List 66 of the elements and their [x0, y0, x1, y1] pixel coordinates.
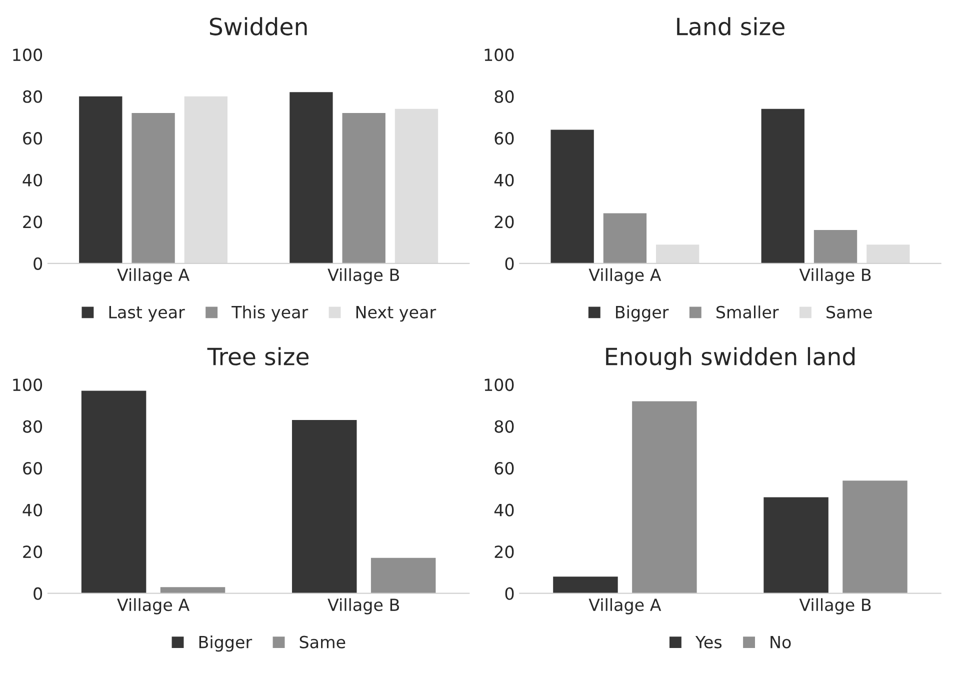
y-tick-label: 20 [23, 216, 42, 228]
bar [81, 390, 146, 594]
x-tick-label: Village B [328, 598, 400, 614]
y-tick-label: 0 [34, 587, 42, 600]
legend-label: Next year [356, 306, 436, 322]
y-tick-label: 40 [494, 174, 514, 186]
chart-title: Enough swidden land [606, 347, 855, 370]
y-tick-label: 40 [22, 504, 42, 516]
y-tick-label: 40 [494, 504, 514, 516]
y-tick-label: 100 [484, 48, 514, 62]
bar [184, 96, 228, 264]
y-tick-label: 0 [505, 587, 514, 600]
bar [132, 113, 175, 264]
bar [290, 92, 333, 264]
legend-label: No [770, 636, 791, 648]
y-tick-label: 80 [23, 420, 42, 433]
x-tick-label: Village A [117, 268, 190, 284]
bar [761, 108, 804, 264]
y-tick-label: 80 [494, 420, 514, 433]
bar [550, 130, 594, 264]
bar [79, 96, 122, 264]
x-tick-label: Village B [799, 598, 871, 614]
y-tick-label: 60 [23, 462, 42, 475]
bar [394, 108, 438, 264]
y-tick-label: 100 [13, 378, 42, 392]
x-tick-label: Village A [117, 598, 190, 614]
y-tick-label: 0 [34, 257, 42, 270]
y-tick-label: 40 [22, 174, 42, 186]
bar [553, 576, 618, 594]
x-tick-label: Village B [328, 268, 400, 284]
chart-title: Swidden [210, 17, 307, 36]
bar [764, 497, 828, 594]
chart-title: Tree size [207, 347, 309, 366]
bar [632, 401, 697, 594]
bar [342, 113, 386, 264]
y-tick-label: 20 [494, 216, 514, 228]
x-tick-label: Village A [588, 598, 662, 614]
y-tick-label: 60 [494, 132, 514, 145]
y-tick-label: 100 [484, 378, 514, 392]
legend-label: Bigger [199, 635, 252, 652]
legend-label: Same [300, 636, 346, 648]
bar [842, 480, 908, 594]
x-tick-label: Village B [799, 268, 871, 284]
y-tick-label: 0 [505, 257, 514, 270]
bar [292, 420, 357, 594]
y-tick-label: 80 [494, 90, 514, 103]
legend-label: Smaller [716, 306, 779, 318]
bar [160, 587, 226, 594]
bar [370, 558, 436, 594]
legend-label: Same [826, 306, 872, 318]
legend-label: Yes [695, 636, 722, 648]
legend-label: This year [232, 306, 308, 322]
bar [866, 244, 910, 264]
legend-label: Bigger [616, 306, 669, 322]
chart-title: Land size [677, 17, 784, 36]
y-tick-label: 60 [23, 132, 42, 145]
y-tick-label: 20 [494, 546, 514, 558]
bar [814, 230, 858, 264]
y-tick-label: 80 [23, 90, 42, 103]
legend-label: Last year [109, 306, 185, 322]
y-tick-label: 100 [13, 48, 42, 62]
y-tick-label: 60 [494, 462, 514, 475]
y-tick-label: 20 [23, 546, 42, 558]
x-tick-label: Village A [588, 268, 662, 284]
bar [656, 244, 700, 264]
bar [603, 213, 647, 264]
